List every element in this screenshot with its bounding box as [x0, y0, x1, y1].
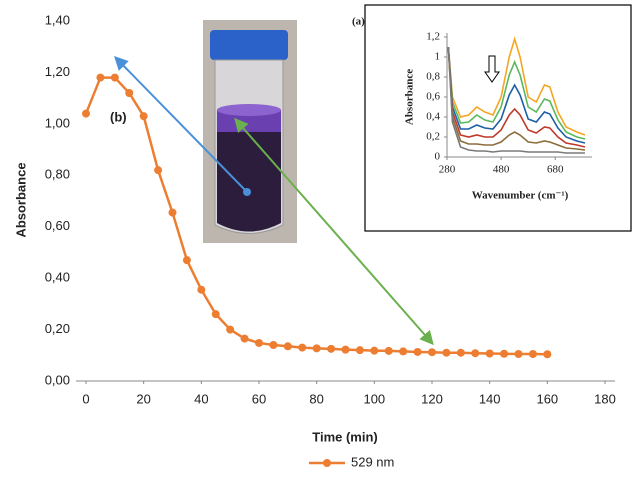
- point: [370, 346, 379, 355]
- x-axis-label: Time (min): [312, 429, 378, 444]
- y-axis-label: Absorbance: [404, 69, 416, 125]
- y-tick-label: 1,2: [426, 31, 440, 43]
- point: [197, 285, 206, 294]
- legend-label: 529 nm: [351, 454, 394, 469]
- point: [442, 348, 451, 357]
- point: [428, 348, 436, 357]
- x-tick-label: 20: [136, 391, 150, 406]
- y-tick-label: 0,40: [45, 270, 70, 285]
- x-tick-label: 100: [363, 391, 385, 406]
- legend-marker: [323, 459, 331, 467]
- x-tick-label: 280: [439, 164, 456, 176]
- y-tick-label: 0,4: [426, 111, 440, 123]
- y-tick-label: 0,60: [45, 218, 70, 233]
- point: [298, 343, 307, 352]
- y-tick-label: 0,2: [426, 131, 440, 143]
- y-tick-label: 0,6: [426, 91, 440, 103]
- point: [255, 338, 263, 347]
- main-chart: 0,000,200,400,600,801,001,201,400 20 40 60 8…: [13, 12, 615, 469]
- point: [211, 310, 220, 319]
- x-tick-label: 60: [252, 391, 266, 406]
- point: [82, 109, 90, 118]
- point: [269, 341, 278, 349]
- x-tick-label: 680: [547, 164, 564, 176]
- x-tick-label: 0: [82, 391, 89, 406]
- x-tick-label: 120: [421, 391, 443, 406]
- inset-frame: [364, 4, 632, 232]
- down-arrow: [484, 55, 500, 83]
- y-tick-label: 0,8: [426, 71, 440, 83]
- y-tick-label: 0,20: [45, 321, 70, 336]
- series-line: [447, 46, 586, 140]
- y-tick-label: 1,40: [45, 12, 70, 27]
- y-tick-label: 0: [435, 151, 441, 163]
- x-axis-label: Wavenumber (cm⁻¹): [472, 190, 569, 202]
- series-line: [447, 46, 585, 154]
- series-line: [447, 46, 586, 151]
- y-tick-label: 1: [435, 51, 441, 63]
- inset-chart: 0 0,2 0,4 0,6 0,8 1 1,2 280 480 680 Wavenumber (cm…: [352, 16, 592, 202]
- point: [471, 349, 480, 358]
- point: [327, 344, 336, 353]
- annotation: (a): [352, 16, 365, 28]
- point: [341, 345, 350, 354]
- arrow-dot: [243, 188, 251, 196]
- x-tick-label: 140: [479, 391, 501, 406]
- point: [182, 256, 191, 265]
- point: [168, 208, 177, 217]
- x-tick-label: 160: [536, 391, 558, 406]
- point: [154, 166, 163, 175]
- series-line: [447, 46, 586, 144]
- y-tick-label: 0,80: [45, 167, 70, 182]
- x-tick-label: 40: [194, 391, 208, 406]
- point: [283, 342, 292, 351]
- point: [110, 73, 119, 82]
- arrow: [114, 55, 248, 193]
- y-tick-label: 0,00: [45, 372, 70, 387]
- point: [528, 350, 537, 358]
- point: [355, 346, 364, 355]
- x-tick-label: 480: [493, 164, 510, 176]
- point: [399, 347, 408, 356]
- x-tick-label: 180: [594, 391, 616, 406]
- photo: [203, 20, 297, 243]
- point: [485, 349, 494, 358]
- point: [514, 350, 523, 358]
- arrow: [234, 117, 434, 346]
- point: [125, 89, 134, 97]
- y-tick-label: 1,20: [45, 64, 70, 79]
- point: [413, 347, 422, 356]
- point: [312, 344, 321, 353]
- annotation: (b): [110, 109, 127, 124]
- point: [500, 349, 509, 358]
- y-axis-label: Absorbance: [13, 162, 28, 237]
- point: [139, 112, 148, 121]
- point: [456, 348, 465, 357]
- x-tick-label: 80: [309, 391, 323, 406]
- point: [226, 325, 235, 334]
- point: [240, 334, 249, 343]
- series-line: [447, 36, 586, 136]
- point: [384, 346, 393, 355]
- series-line: [447, 46, 586, 148]
- point: [543, 350, 552, 359]
- y-tick-label: 1,00: [45, 115, 70, 130]
- point: [96, 73, 105, 82]
